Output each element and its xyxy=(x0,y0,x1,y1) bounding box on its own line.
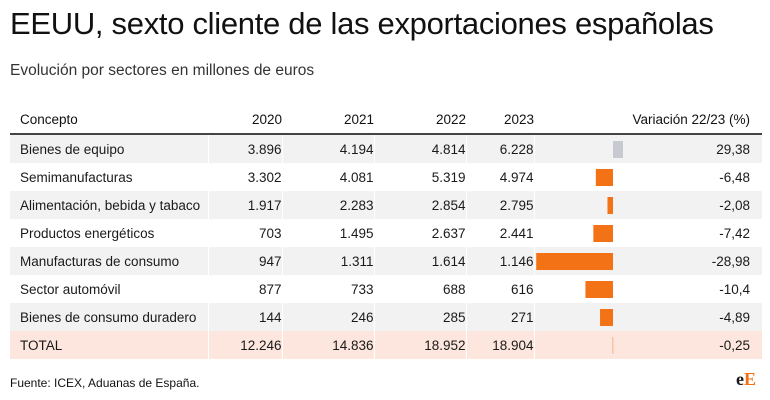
cell-2022: 18.952 xyxy=(374,331,467,359)
header-2020: 2020 xyxy=(208,105,282,135)
cell-variacion-bar xyxy=(534,331,622,359)
logo-letter-e: e xyxy=(735,369,744,389)
cell-2023: 2.441 xyxy=(466,219,535,247)
table-row: Sector automóvil 877 733 688 616 -10,4 xyxy=(10,275,762,303)
table-body: Bienes de equipo 3.896 4.194 4.814 6.228 29,3… xyxy=(10,134,762,359)
cell-variacion-bar xyxy=(534,219,622,247)
cell-2020: 3.302 xyxy=(208,163,283,191)
cell-variacion-value: 29,38 xyxy=(622,134,762,163)
total-row: TOTAL 12.246 14.836 18.952 18.904 -0,25 xyxy=(10,331,762,359)
cell-2021: 1.311 xyxy=(282,247,375,275)
header-2023: 2023 xyxy=(466,105,534,135)
header-variacion: Variación 22/23 (%) xyxy=(534,105,762,135)
cell-2020: 3.896 xyxy=(208,134,283,163)
variacion-bar xyxy=(584,281,613,298)
cell-2023: 4.974 xyxy=(466,163,535,191)
cell-2021: 14.836 xyxy=(282,331,375,359)
cell-2021: 246 xyxy=(282,303,375,331)
variacion-bar-area xyxy=(584,281,613,298)
variacion-bar xyxy=(595,169,613,186)
cell-variacion-value: -28,98 xyxy=(622,247,762,275)
cell-variacion-bar xyxy=(534,275,622,303)
table-row: Semimanufacturas 3.302 4.081 5.319 4.974 -6,4… xyxy=(10,163,762,191)
cell-2021: 733 xyxy=(282,275,375,303)
table-row: Bienes de equipo 3.896 4.194 4.814 6.228 29,3… xyxy=(10,134,762,163)
cell-2020: 144 xyxy=(208,303,283,331)
cell-2023: 271 xyxy=(466,303,535,331)
cell-variacion-value: -10,4 xyxy=(622,275,762,303)
cell-2020: 1.917 xyxy=(208,191,283,219)
cell-concepto: Bienes de consumo duradero xyxy=(10,303,209,331)
header-2021: 2021 xyxy=(282,105,374,135)
cell-variacion-bar xyxy=(534,191,622,219)
cell-2022: 2.637 xyxy=(374,219,467,247)
source-note: Fuente: ICEX, Aduanas de España. xyxy=(10,376,200,390)
logo-letter-E: E xyxy=(743,369,756,389)
brand-logo: eE xyxy=(736,369,756,390)
cell-variacion-bar xyxy=(534,303,622,331)
variacion-bar-area xyxy=(592,225,613,242)
cell-concepto: Productos energéticos xyxy=(10,219,209,247)
variacion-bar-area xyxy=(606,197,613,214)
variacion-bar xyxy=(535,253,613,270)
variacion-bar xyxy=(592,225,613,242)
variacion-bar-area xyxy=(599,309,613,326)
variacion-bar-area xyxy=(611,337,613,354)
cell-2022: 5.319 xyxy=(374,163,467,191)
cell-variacion-bar xyxy=(534,163,622,191)
variacion-bar xyxy=(606,197,613,214)
table-row: Productos energéticos 703 1.495 2.637 2.441 -… xyxy=(10,219,762,247)
cell-concepto: Semimanufacturas xyxy=(10,163,209,191)
cell-concepto: Alimentación, bebida y tabaco xyxy=(10,191,209,219)
cell-variacion-bar xyxy=(534,247,622,275)
cell-2023: 6.228 xyxy=(466,134,535,163)
cell-concepto: Sector automóvil xyxy=(10,275,209,303)
cell-2020: 947 xyxy=(208,247,283,275)
cell-2023: 18.904 xyxy=(466,331,535,359)
cell-2023: 2.795 xyxy=(466,191,535,219)
chart-title: EEUU, sexto cliente de las exportaciones… xyxy=(10,6,714,41)
cell-2020: 877 xyxy=(208,275,283,303)
variacion-bar-area xyxy=(535,253,613,270)
cell-2022: 2.854 xyxy=(374,191,467,219)
cell-variacion-value: -7,42 xyxy=(622,219,762,247)
cell-concepto: Bienes de equipo xyxy=(10,134,209,163)
table-row: Bienes de consumo duradero 144 246 285 271 -4… xyxy=(10,303,762,331)
variacion-bar xyxy=(612,141,623,158)
cell-2020: 703 xyxy=(208,219,283,247)
cell-2022: 1.614 xyxy=(374,247,467,275)
header-2022: 2022 xyxy=(374,105,466,135)
cell-2021: 4.194 xyxy=(282,134,375,163)
variacion-bar xyxy=(611,337,613,354)
cell-concepto: Manufacturas de consumo xyxy=(10,247,209,275)
cell-2021: 1.495 xyxy=(282,219,375,247)
cell-2023: 1.146 xyxy=(466,247,535,275)
variacion-bar-area xyxy=(595,169,613,186)
table-row: Alimentación, bebida y tabaco 1.917 2.283 2… xyxy=(10,191,762,219)
cell-variacion-bar xyxy=(534,134,623,163)
table-row: Manufacturas de consumo 947 1.311 1.614 1.14… xyxy=(10,247,762,275)
exports-table-container: Concepto 2020 2021 2022 2023 Variación 2… xyxy=(10,105,762,359)
cell-2022: 688 xyxy=(374,275,467,303)
cell-variacion-value: -2,08 xyxy=(622,191,762,219)
variacion-bar-area xyxy=(612,141,623,158)
chart-subtitle: Evolución por sectores en millones de eu… xyxy=(10,62,315,79)
exports-table: Concepto 2020 2021 2022 2023 Variación 2… xyxy=(10,105,762,359)
cell-2020: 12.246 xyxy=(208,331,283,359)
cell-concepto: TOTAL xyxy=(10,331,209,359)
cell-2022: 285 xyxy=(374,303,467,331)
header-concepto: Concepto xyxy=(10,105,208,135)
cell-variacion-value: -0,25 xyxy=(622,331,762,359)
cell-2023: 616 xyxy=(466,275,535,303)
cell-2021: 2.283 xyxy=(282,191,375,219)
cell-2022: 4.814 xyxy=(374,134,467,163)
cell-variacion-value: -6,48 xyxy=(622,163,762,191)
table-header-row: Concepto 2020 2021 2022 2023 Variación 2… xyxy=(10,105,762,135)
cell-variacion-value: -4,89 xyxy=(622,303,762,331)
cell-2021: 4.081 xyxy=(282,163,375,191)
variacion-bar xyxy=(599,309,613,326)
